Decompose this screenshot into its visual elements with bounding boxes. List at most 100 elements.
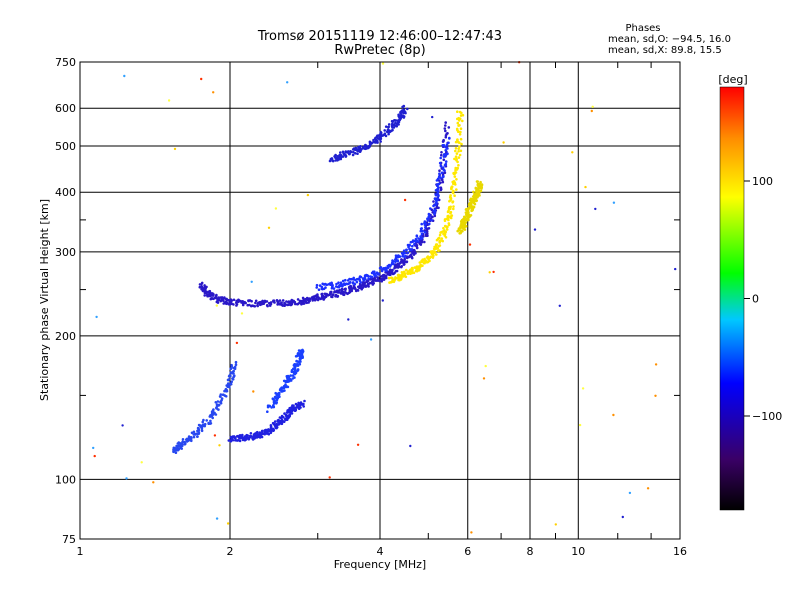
- data-point: [409, 253, 413, 256]
- data-point: [395, 265, 399, 268]
- data-point: [392, 279, 396, 282]
- data-point: [290, 409, 294, 413]
- data-point: [272, 300, 276, 303]
- data-point: [465, 225, 468, 228]
- data-point: [394, 270, 398, 273]
- data-point: [413, 266, 417, 269]
- data-point: [247, 299, 250, 302]
- data-point: [348, 288, 352, 292]
- data-point: [457, 147, 461, 151]
- data-point: [398, 255, 402, 258]
- data-point: [233, 365, 237, 369]
- data-point: [437, 182, 440, 186]
- data-point: [292, 371, 296, 375]
- data-point: [423, 240, 426, 244]
- data-point: [289, 374, 293, 377]
- data-point: [367, 277, 370, 281]
- data-point: [271, 427, 275, 431]
- data-point: [468, 214, 472, 218]
- data-point: [415, 268, 419, 271]
- data-point: [287, 414, 290, 418]
- data-point: [449, 196, 452, 199]
- data-point: [200, 429, 204, 433]
- data-point: [192, 430, 196, 434]
- noise-point: [213, 434, 217, 437]
- data-point: [431, 251, 435, 254]
- data-point: [445, 132, 449, 135]
- data-point: [318, 297, 322, 300]
- data-point: [441, 239, 445, 243]
- colorbar-label: [deg]: [718, 73, 747, 86]
- data-point: [379, 140, 383, 143]
- data-point: [223, 297, 226, 300]
- data-point: [435, 253, 438, 256]
- data-point: [392, 119, 396, 122]
- data-point: [172, 449, 176, 453]
- data-point: [410, 248, 414, 251]
- data-point: [383, 274, 386, 278]
- data-point: [440, 171, 444, 175]
- data-point: [376, 141, 379, 144]
- data-point: [427, 227, 431, 230]
- data-point: [451, 201, 454, 204]
- data-point: [230, 380, 233, 384]
- data-point: [307, 299, 311, 302]
- data-point: [438, 249, 441, 252]
- data-point: [337, 156, 341, 159]
- data-point: [427, 212, 431, 216]
- noise-point: [173, 147, 177, 151]
- data-point: [444, 236, 448, 239]
- noise-point: [252, 390, 255, 393]
- data-point: [304, 300, 308, 304]
- data-point: [396, 273, 400, 277]
- data-point: [214, 413, 218, 416]
- data-point: [419, 235, 422, 238]
- data-point: [379, 130, 383, 134]
- data-point: [451, 191, 455, 195]
- data-point: [446, 225, 449, 229]
- data-point: [293, 376, 296, 379]
- data-point: [358, 146, 362, 149]
- data-point: [376, 137, 380, 140]
- noise-point: [403, 198, 407, 202]
- data-point: [455, 178, 458, 181]
- data-point: [275, 402, 278, 405]
- data-point: [396, 262, 399, 266]
- data-point: [243, 301, 246, 305]
- data-point: [229, 371, 232, 374]
- data-point: [349, 281, 352, 284]
- data-point: [460, 111, 463, 115]
- x-axis-label: Frequency [MHz]: [334, 558, 426, 571]
- data-point: [358, 285, 362, 289]
- noise-point: [654, 394, 657, 397]
- data-point: [440, 237, 444, 240]
- data-point: [203, 294, 206, 297]
- data-point: [391, 128, 394, 132]
- data-point: [458, 145, 461, 148]
- data-point: [383, 129, 387, 132]
- data-point: [374, 273, 377, 276]
- data-point: [457, 140, 460, 144]
- data-point: [209, 422, 213, 425]
- data-point: [444, 121, 448, 124]
- data-point: [189, 436, 193, 439]
- data-point: [320, 287, 324, 291]
- data-point: [424, 222, 428, 226]
- data-point: [449, 216, 453, 220]
- data-point: [338, 288, 342, 292]
- data-point: [341, 279, 345, 283]
- data-point: [219, 400, 223, 403]
- data-point: [283, 301, 286, 305]
- data-point: [429, 207, 432, 210]
- data-point: [339, 156, 343, 159]
- data-point: [296, 368, 300, 372]
- plot-frame: [79, 61, 681, 540]
- data-point: [444, 124, 447, 127]
- data-point: [476, 182, 480, 186]
- data-point: [192, 435, 196, 439]
- data-point: [437, 244, 441, 248]
- data-point: [341, 283, 345, 287]
- data-point: [284, 380, 288, 384]
- data-point: [476, 195, 479, 199]
- data-point: [440, 151, 443, 154]
